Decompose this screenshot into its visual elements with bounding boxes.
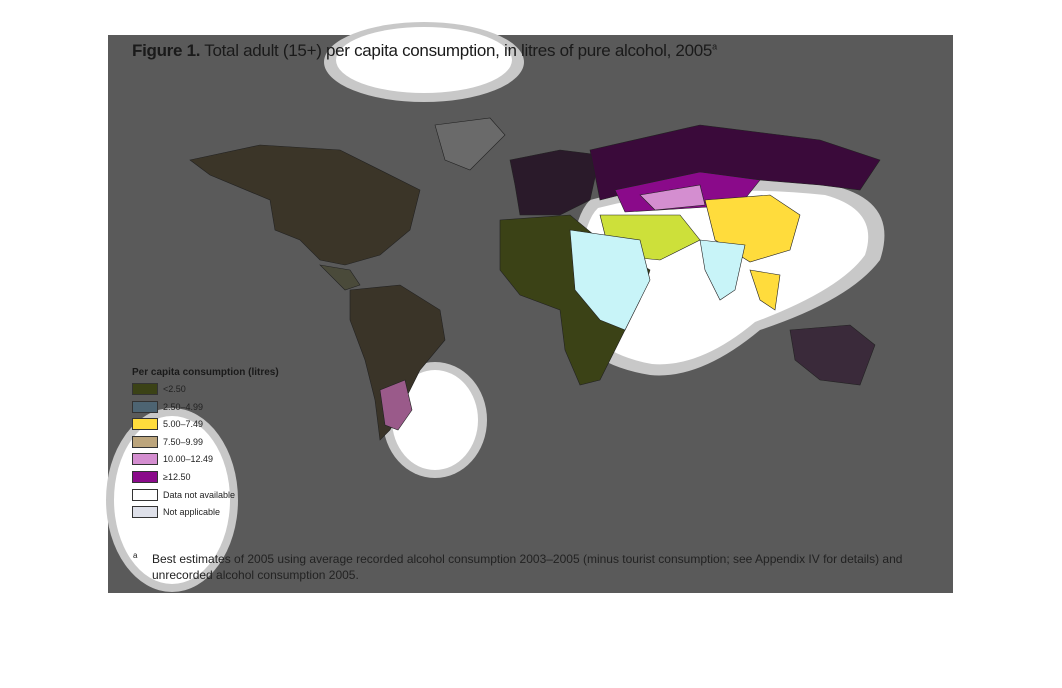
legend-swatch [132,400,158,413]
legend-swatch [132,453,158,466]
legend-title: Per capita consumption (litres) [132,367,279,378]
greenland [434,117,506,171]
legend-swatch [132,418,158,431]
southern-cone [379,379,413,431]
legend-label: <2.50 [163,384,186,394]
legend-swatch [132,506,158,519]
backdrop [108,35,953,593]
title-text: Total adult (15+) per capita consumption… [204,41,713,60]
footnote-text: Best estimates of 2005 using average rec… [152,552,903,582]
legend-swatch [132,383,158,395]
kazakhstan [639,184,706,211]
legend-swatch [132,488,158,501]
australia [789,324,876,386]
europe [509,149,601,216]
central-america [319,264,361,291]
legend-label: ≥12.50 [163,472,191,482]
spotlight [392,370,478,470]
title-marker: a [712,41,717,52]
figure-title: Figure 1. Total adult (15+) per capita c… [132,41,717,61]
footnote-marker: a [133,551,138,560]
spotlight [336,27,512,93]
legend-label: Not applicable [163,507,221,518]
legend-label: 5.00–7.49 [163,419,204,430]
legend-label: Data not available [163,489,236,500]
figure-label: Figure 1. [132,41,201,60]
legend-swatch [132,435,158,448]
north-america [189,144,421,266]
legend-swatch [132,471,158,483]
north-east-africa [569,229,651,331]
south-asia [699,239,746,301]
legend-label: 2.50–4.99 [163,401,204,412]
legend-label: 10.00–12.49 [163,454,214,465]
south-east-asia [749,269,781,311]
legend-label: 7.50–9.99 [163,436,204,447]
